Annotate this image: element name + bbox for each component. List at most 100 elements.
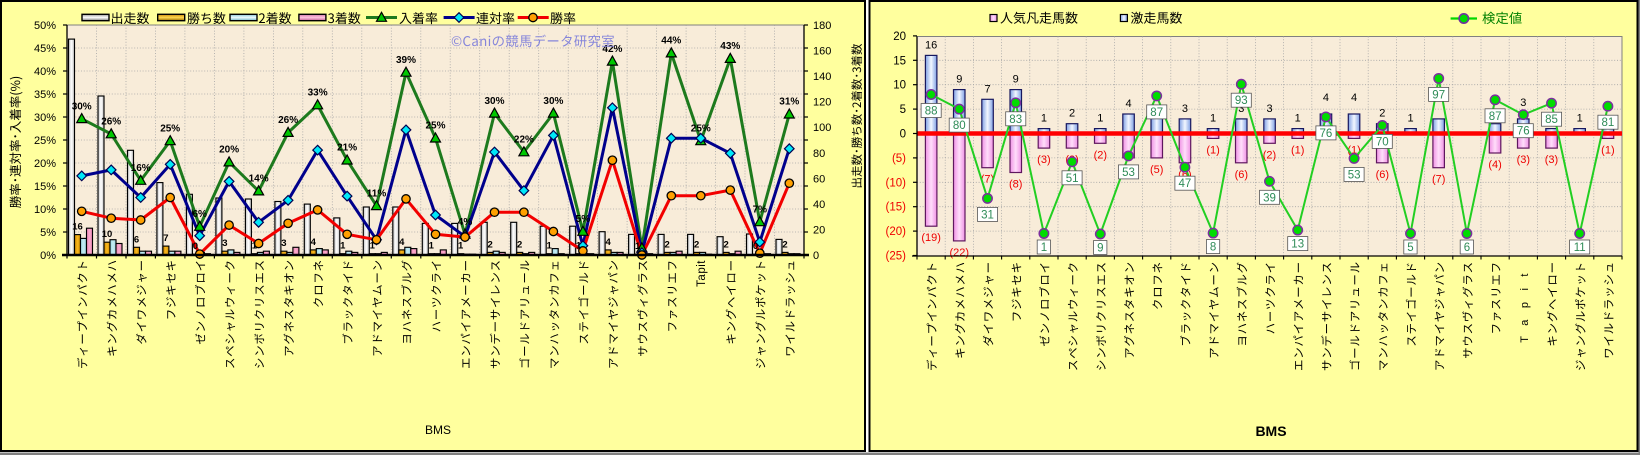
svg-text:(2): (2) — [1094, 149, 1107, 161]
svg-text:180: 180 — [813, 20, 831, 32]
svg-text:31: 31 — [981, 209, 994, 221]
svg-text:2: 2 — [664, 239, 669, 250]
svg-text:1: 1 — [370, 241, 376, 252]
svg-text:51: 51 — [1066, 173, 1079, 185]
svg-text:120: 120 — [813, 97, 831, 109]
svg-text:87: 87 — [1489, 111, 1502, 123]
svg-text:30%: 30% — [484, 96, 504, 107]
svg-text:9: 9 — [1097, 243, 1103, 255]
svg-text:4: 4 — [605, 237, 611, 248]
svg-text:35%: 35% — [34, 89, 56, 101]
svg-text:1: 1 — [547, 241, 553, 252]
svg-text:25%: 25% — [425, 121, 445, 132]
svg-text:3: 3 — [1182, 103, 1188, 115]
svg-text:7: 7 — [163, 233, 168, 244]
svg-text:2: 2 — [1379, 108, 1385, 120]
svg-text:30%: 30% — [34, 112, 56, 124]
svg-text:(3): (3) — [1517, 154, 1530, 166]
svg-text:97: 97 — [1432, 89, 1445, 101]
svg-text:1: 1 — [458, 241, 464, 252]
svg-text:1: 1 — [1210, 113, 1216, 125]
svg-text:2: 2 — [488, 239, 493, 250]
svg-text:53: 53 — [1122, 167, 1135, 179]
svg-text:1: 1 — [1041, 242, 1047, 254]
svg-text:20: 20 — [893, 31, 906, 43]
svg-text:(6): (6) — [1235, 169, 1248, 181]
svg-text:10: 10 — [893, 80, 906, 92]
svg-text:1: 1 — [429, 241, 435, 252]
svg-text:4: 4 — [311, 237, 317, 248]
svg-text:80: 80 — [953, 120, 966, 132]
svg-text:5: 5 — [900, 104, 906, 116]
svg-text:5: 5 — [1407, 242, 1413, 254]
svg-text:(8): (8) — [1009, 179, 1022, 191]
svg-text:42%: 42% — [602, 44, 622, 55]
svg-text:76: 76 — [1517, 126, 1530, 138]
svg-text:45%: 45% — [34, 43, 56, 55]
svg-text:1: 1 — [252, 241, 258, 252]
svg-text:39: 39 — [1263, 192, 1276, 204]
svg-text:8: 8 — [1210, 242, 1216, 254]
svg-text:(1): (1) — [1206, 144, 1219, 156]
svg-text:0: 0 — [753, 241, 758, 252]
svg-text:20%: 20% — [219, 145, 239, 156]
svg-text:0: 0 — [813, 250, 819, 262]
svg-text:(5): (5) — [1150, 164, 1163, 176]
svg-text:1: 1 — [635, 241, 641, 252]
svg-text:30%: 30% — [543, 96, 563, 107]
svg-text:83: 83 — [1009, 114, 1022, 126]
svg-text:40: 40 — [813, 199, 825, 211]
svg-text:100: 100 — [813, 122, 831, 134]
svg-text:25%: 25% — [691, 123, 711, 134]
svg-text:2: 2 — [694, 239, 699, 250]
svg-text:5%: 5% — [40, 227, 56, 239]
svg-text:47: 47 — [1179, 178, 1192, 190]
svg-text:4%: 4% — [458, 217, 473, 228]
svg-text:(6): (6) — [1376, 169, 1389, 181]
svg-text:0: 0 — [193, 241, 198, 252]
svg-text:80: 80 — [813, 148, 825, 160]
svg-text:26%: 26% — [101, 117, 121, 128]
svg-text:40%: 40% — [34, 66, 56, 78]
svg-text:25%: 25% — [34, 135, 56, 147]
svg-text:87: 87 — [1150, 107, 1163, 119]
svg-text:(25): (25) — [886, 251, 907, 263]
svg-text:13: 13 — [1291, 239, 1304, 251]
svg-text:44%: 44% — [661, 36, 681, 47]
svg-text:30%: 30% — [72, 101, 92, 112]
svg-text:4: 4 — [399, 237, 405, 248]
svg-text:16: 16 — [925, 39, 937, 51]
svg-text:5%: 5% — [576, 214, 591, 225]
svg-text:9: 9 — [956, 74, 962, 86]
svg-text:4: 4 — [1125, 98, 1131, 110]
svg-text:25%: 25% — [160, 123, 180, 134]
svg-text:(4): (4) — [1488, 159, 1501, 171]
svg-text:15%: 15% — [34, 181, 56, 193]
svg-text:160: 160 — [813, 46, 831, 58]
svg-text:6%: 6% — [192, 209, 207, 220]
svg-text:6: 6 — [1464, 242, 1470, 254]
svg-text:1: 1 — [576, 241, 582, 252]
svg-text:93: 93 — [1235, 95, 1248, 107]
svg-text:76: 76 — [1320, 128, 1333, 140]
svg-text:20: 20 — [813, 224, 825, 236]
svg-text:7: 7 — [984, 83, 990, 95]
svg-text:(3): (3) — [1545, 154, 1558, 166]
svg-text:4: 4 — [1351, 92, 1357, 104]
svg-text:1: 1 — [1407, 113, 1413, 125]
svg-text:3: 3 — [1266, 103, 1272, 115]
svg-text:(15): (15) — [886, 202, 907, 214]
svg-text:88: 88 — [925, 106, 938, 118]
svg-text:(20): (20) — [886, 226, 907, 238]
svg-text:2: 2 — [517, 239, 522, 250]
svg-text:3: 3 — [281, 238, 286, 249]
svg-text:85: 85 — [1545, 114, 1558, 126]
svg-text:53: 53 — [1348, 169, 1361, 181]
svg-text:(2): (2) — [1263, 149, 1276, 161]
svg-text:Tapit: Tapit — [696, 260, 708, 287]
svg-text:0: 0 — [900, 129, 906, 141]
svg-text:140: 140 — [813, 71, 831, 83]
svg-text:70: 70 — [1376, 136, 1389, 148]
svg-text:1: 1 — [340, 241, 346, 252]
svg-text:15: 15 — [893, 55, 906, 67]
